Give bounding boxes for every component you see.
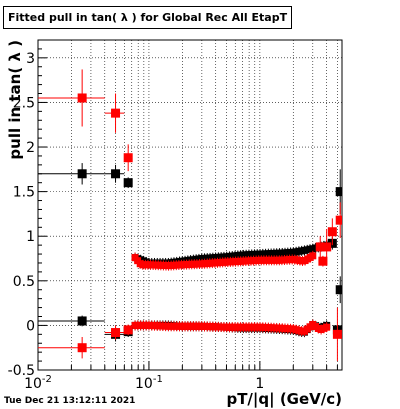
data-marker xyxy=(111,328,121,338)
series-1-point xyxy=(318,255,328,267)
series-0-point xyxy=(38,315,105,327)
timestamp: Tue Dec 21 13:12:11 2021 xyxy=(4,396,136,406)
band-marker xyxy=(309,252,317,260)
data-marker xyxy=(318,256,328,266)
y-tick-label: 0.5 xyxy=(13,274,35,290)
data-marker xyxy=(111,108,121,118)
series-0-point xyxy=(335,276,342,304)
series-1-point xyxy=(335,202,342,238)
series-1-upper-band xyxy=(131,250,317,271)
y-axis-label: pull in tan( λ ) xyxy=(6,40,24,160)
y-tick-label: 3 xyxy=(26,51,35,67)
x-tick-label: 1 xyxy=(255,376,264,392)
series-1-point xyxy=(123,324,133,336)
series-1-point xyxy=(332,307,342,362)
data-layer xyxy=(38,69,342,362)
data-marker xyxy=(123,178,133,188)
y-tick-label: 1 xyxy=(26,229,35,245)
y-tick-label: 2 xyxy=(26,140,35,156)
chart-title: Fitted pull in tan( λ ) for Global Rec A… xyxy=(3,6,293,29)
series-1-point xyxy=(315,236,325,258)
series-1-point xyxy=(123,144,133,172)
x-axis-label: pT/|q| (GeV/c) xyxy=(226,390,342,409)
series-1-lower-band xyxy=(131,319,331,337)
data-marker xyxy=(77,93,87,103)
data-marker xyxy=(315,242,325,252)
series-1-point xyxy=(38,337,105,359)
data-marker xyxy=(77,316,87,326)
y-tick-label: -0.5 xyxy=(8,363,35,379)
series-1-point xyxy=(104,93,125,133)
data-marker xyxy=(77,169,87,179)
data-marker xyxy=(335,215,342,225)
series-0-point xyxy=(104,164,125,183)
series-0-point xyxy=(38,163,105,185)
x-tick-label: 10-2 xyxy=(24,374,52,392)
band-marker xyxy=(323,323,331,331)
data-marker xyxy=(111,169,121,179)
data-marker xyxy=(335,285,342,295)
grid-lines xyxy=(38,40,342,370)
data-marker xyxy=(322,242,332,252)
data-marker xyxy=(123,325,133,335)
y-tick-label: 1.5 xyxy=(13,185,35,201)
y-tick-label: 0 xyxy=(26,318,35,334)
data-marker xyxy=(77,343,87,353)
series-0-point xyxy=(123,177,133,189)
series-1-point xyxy=(327,218,337,246)
data-marker xyxy=(332,329,342,339)
data-marker xyxy=(123,153,133,163)
data-marker xyxy=(327,227,337,237)
series-1-point xyxy=(104,325,125,340)
series-1-point xyxy=(38,69,105,127)
plot-frame xyxy=(37,39,343,371)
x-tick-label: 10-1 xyxy=(135,374,163,392)
y-tick-label: 2.5 xyxy=(13,95,35,111)
data-marker xyxy=(335,187,342,197)
